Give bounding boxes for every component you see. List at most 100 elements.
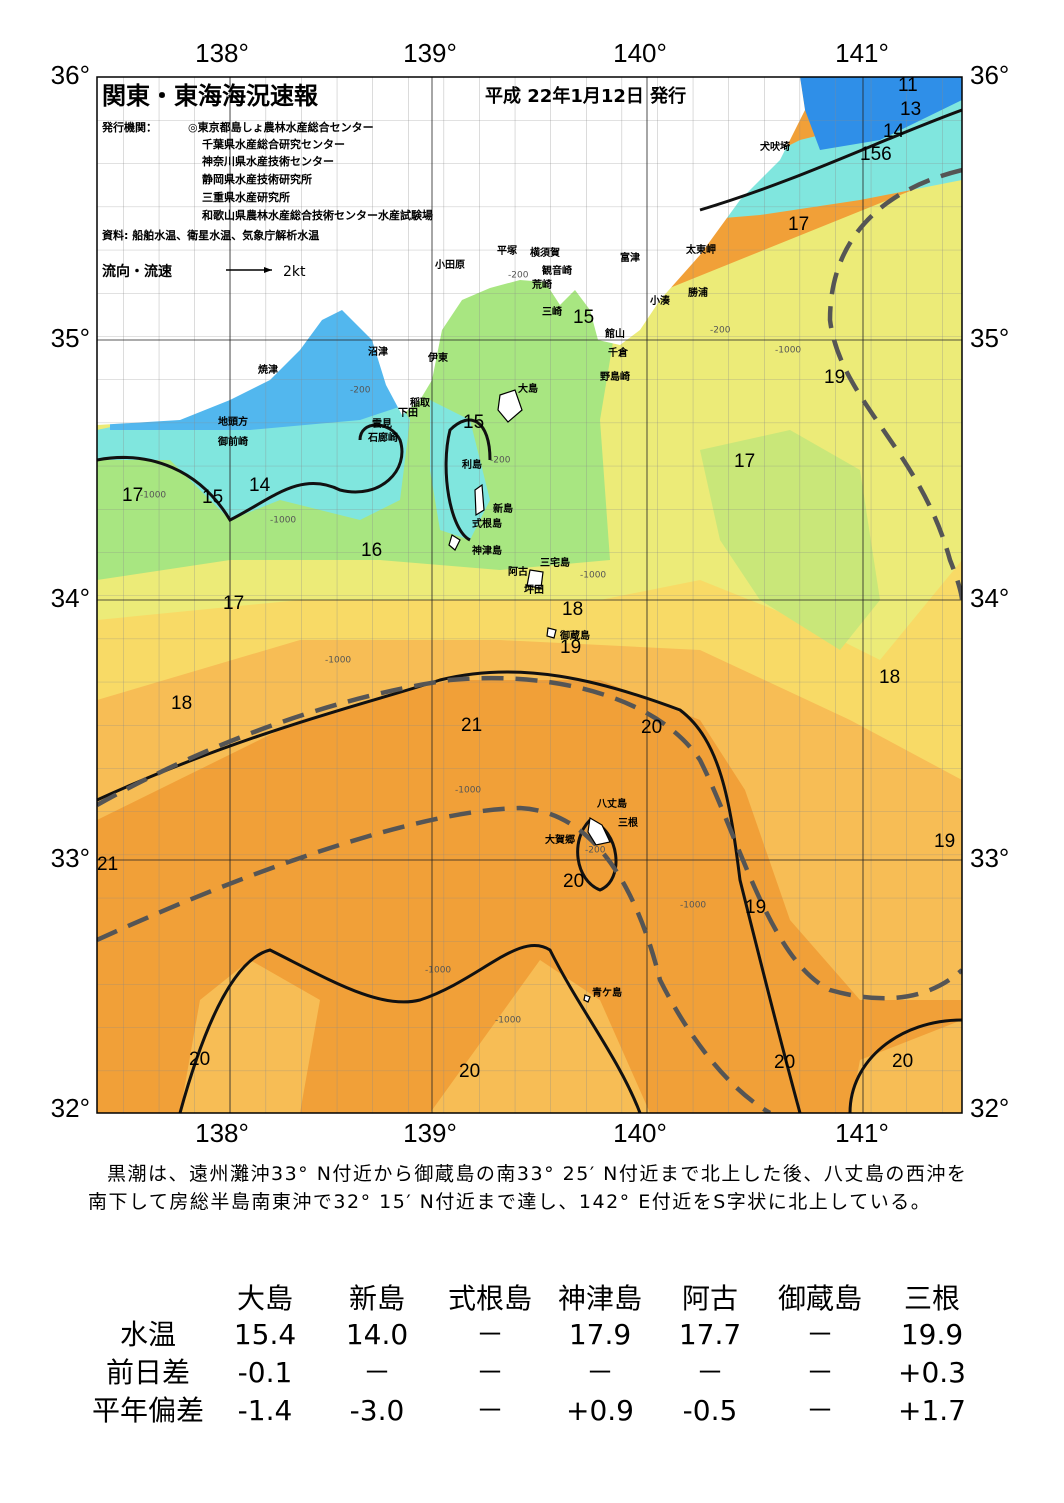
issuer-label: 発行機関： [101,120,157,134]
depth-label: -1000 [140,491,166,501]
place: 御蔵島 [559,629,590,642]
place: 観音崎 [542,264,572,277]
cell: － [586,1356,614,1389]
place: 富津 [620,251,640,264]
issuer: 和歌山県農林水産総合技術センター水産試験場 [202,208,433,222]
contour-label: 17 [788,214,809,235]
place: 雲見 [372,418,392,430]
cell: － [806,1356,834,1389]
place: 下田 [398,407,418,419]
contour-label: 20 [563,871,584,892]
lat-label: 32° [970,1093,1009,1123]
contour-label: 21 [461,715,482,736]
contour-labels: 11 13 14 156 17 15 19 15 17 17 15 14 16 … [97,75,955,1082]
place: 横須賀 [530,246,560,259]
place: 三宅島 [540,556,570,569]
place: 坪田 [524,583,544,596]
depth-label: -1000 [775,346,801,356]
contour-label: 19 [824,367,845,388]
row-label: 平年偏差 [92,1394,204,1427]
lat-label: 33° [51,843,90,873]
cell: － [476,1394,504,1427]
issuer: ◎東京都島しょ農林水産総合センター [188,120,374,134]
lat-label: 34° [51,583,90,613]
depth-label: -1000 [455,786,481,796]
contour-label: 11 [898,75,918,96]
place: 三崎 [542,305,562,318]
issuer: 三重県水産研究所 [202,190,290,204]
lon-label: 140° [613,38,667,68]
legend-scale: 2kt [283,264,306,280]
lat-label: 36° [970,60,1009,90]
place-labels: 犬吠埼 太東岬 勝浦 小湊 富津 横須賀 観音崎 荒崎 三崎 館山 千倉 野島崎… [217,140,790,999]
column-header: 大島 [237,1282,293,1315]
lon-label: 138° [195,1118,249,1148]
cell: -0.1 [238,1356,293,1389]
depth-labels: -200 -200 -1000 -200 -1000 -1000 -200 -1… [140,271,801,1026]
issuer: 神奈川県水産技術センター [202,154,334,168]
place: 千倉 [608,346,629,359]
cell: 15.4 [234,1318,296,1351]
cell: -3.0 [350,1394,405,1427]
contour-label: 20 [189,1049,210,1070]
place: 焼津 [258,363,278,376]
contour-label: 18 [562,599,583,620]
sea [97,77,962,1113]
cell: － [806,1318,834,1351]
lat-label: 35° [970,323,1009,353]
lat-label: 32° [51,1093,90,1123]
depth-label: -200 [490,456,511,466]
place: 地頭方 [218,415,248,428]
contour-label: 17 [734,451,755,472]
summary: 黒潮は、遠州灘沖33° N付近から御蔵島の南33° 25′ N付近まで北上した後… [88,1163,968,1213]
issuer: 静岡県水産技術研究所 [202,172,312,186]
issuer: 千葉県水産総合研究センター [202,137,345,151]
place: 平塚 [497,244,517,257]
depth-label: -1000 [325,656,351,666]
lon-label: 141° [835,38,889,68]
contour-label: 156 [860,144,892,165]
place: 阿古 [508,565,528,578]
place: 大島 [518,382,538,395]
place: 勝浦 [688,286,708,299]
depth-label: -1000 [270,516,296,526]
cell: 17.9 [569,1318,631,1351]
cell: 19.9 [901,1318,963,1351]
lon-label: 140° [613,1118,667,1148]
lat-label: 34° [970,583,1009,613]
contour-label: 20 [459,1061,480,1082]
place: 小湊 [649,294,671,307]
depth-label: -200 [508,271,529,281]
place: 式根島 [472,517,502,530]
row-label: 前日差 [106,1356,190,1389]
place: 沼津 [368,345,388,358]
contour-label: 19 [745,897,766,918]
depth-label: -200 [710,326,731,336]
place: 青ケ島 [592,986,622,999]
contour-label: 20 [892,1051,913,1072]
place: 犬吠埼 [760,140,790,153]
depth-label: -1000 [495,1016,521,1026]
lon-label: 141° [835,1118,889,1148]
contour-label: 20 [641,717,662,738]
lat-label: 33° [970,843,1009,873]
place: 新島 [493,502,513,515]
cell: +1.7 [898,1394,966,1427]
cell: +0.9 [566,1394,634,1427]
place: 大賀郷 [545,833,575,846]
column-header: 式根島 [448,1282,532,1315]
depth-label: -1000 [680,901,706,911]
column-header: 神津島 [558,1282,642,1315]
place: 野島崎 [600,370,630,383]
contour-label: 19 [560,637,581,658]
column-header: 新島 [349,1282,405,1315]
depth-label: -1000 [425,966,451,976]
contour-label: 17 [122,485,143,506]
contour-label: 16 [361,540,382,561]
contour-label: 21 [97,854,118,875]
depth-label: -200 [585,846,606,856]
map: 138° 139° 140° 141° 138° 139° 140° 141° … [51,38,1010,1148]
place: 八丈島 [596,797,627,810]
